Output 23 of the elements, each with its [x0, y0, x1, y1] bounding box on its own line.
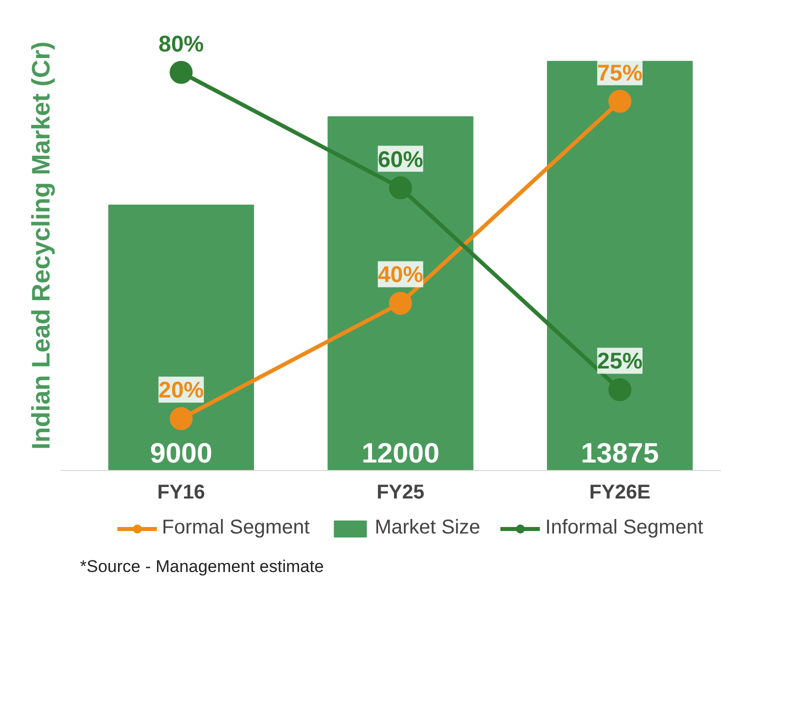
x-tick-label: FY16 — [157, 482, 206, 504]
data-label: 25% — [597, 348, 643, 374]
text: *Source - Management estimate — [80, 556, 324, 578]
data-label: 75% — [597, 59, 643, 86]
data-label: 40% — [378, 261, 424, 288]
data-label: 9000 — [150, 438, 212, 468]
point — [389, 292, 412, 315]
data-label: 80% — [158, 30, 204, 56]
y-axis-title: Indian Lead Recycling Market (Cr) — [28, 41, 56, 450]
point — [170, 60, 193, 84]
data-label: 12000 — [362, 438, 440, 468]
legend-label: Formal Segment — [162, 516, 310, 540]
data-label: 20% — [158, 376, 204, 403]
data-label: 60% — [378, 146, 424, 172]
point — [608, 90, 632, 113]
x-tick-label: FY25 — [376, 482, 424, 504]
legend-label: Informal Segment — [545, 516, 704, 540]
point — [389, 176, 412, 200]
legend-label: Market Size — [374, 516, 480, 540]
x-tick-label: FY26E — [589, 482, 650, 504]
point — [170, 407, 193, 430]
point — [608, 378, 632, 402]
data-label: 13875 — [580, 438, 659, 468]
